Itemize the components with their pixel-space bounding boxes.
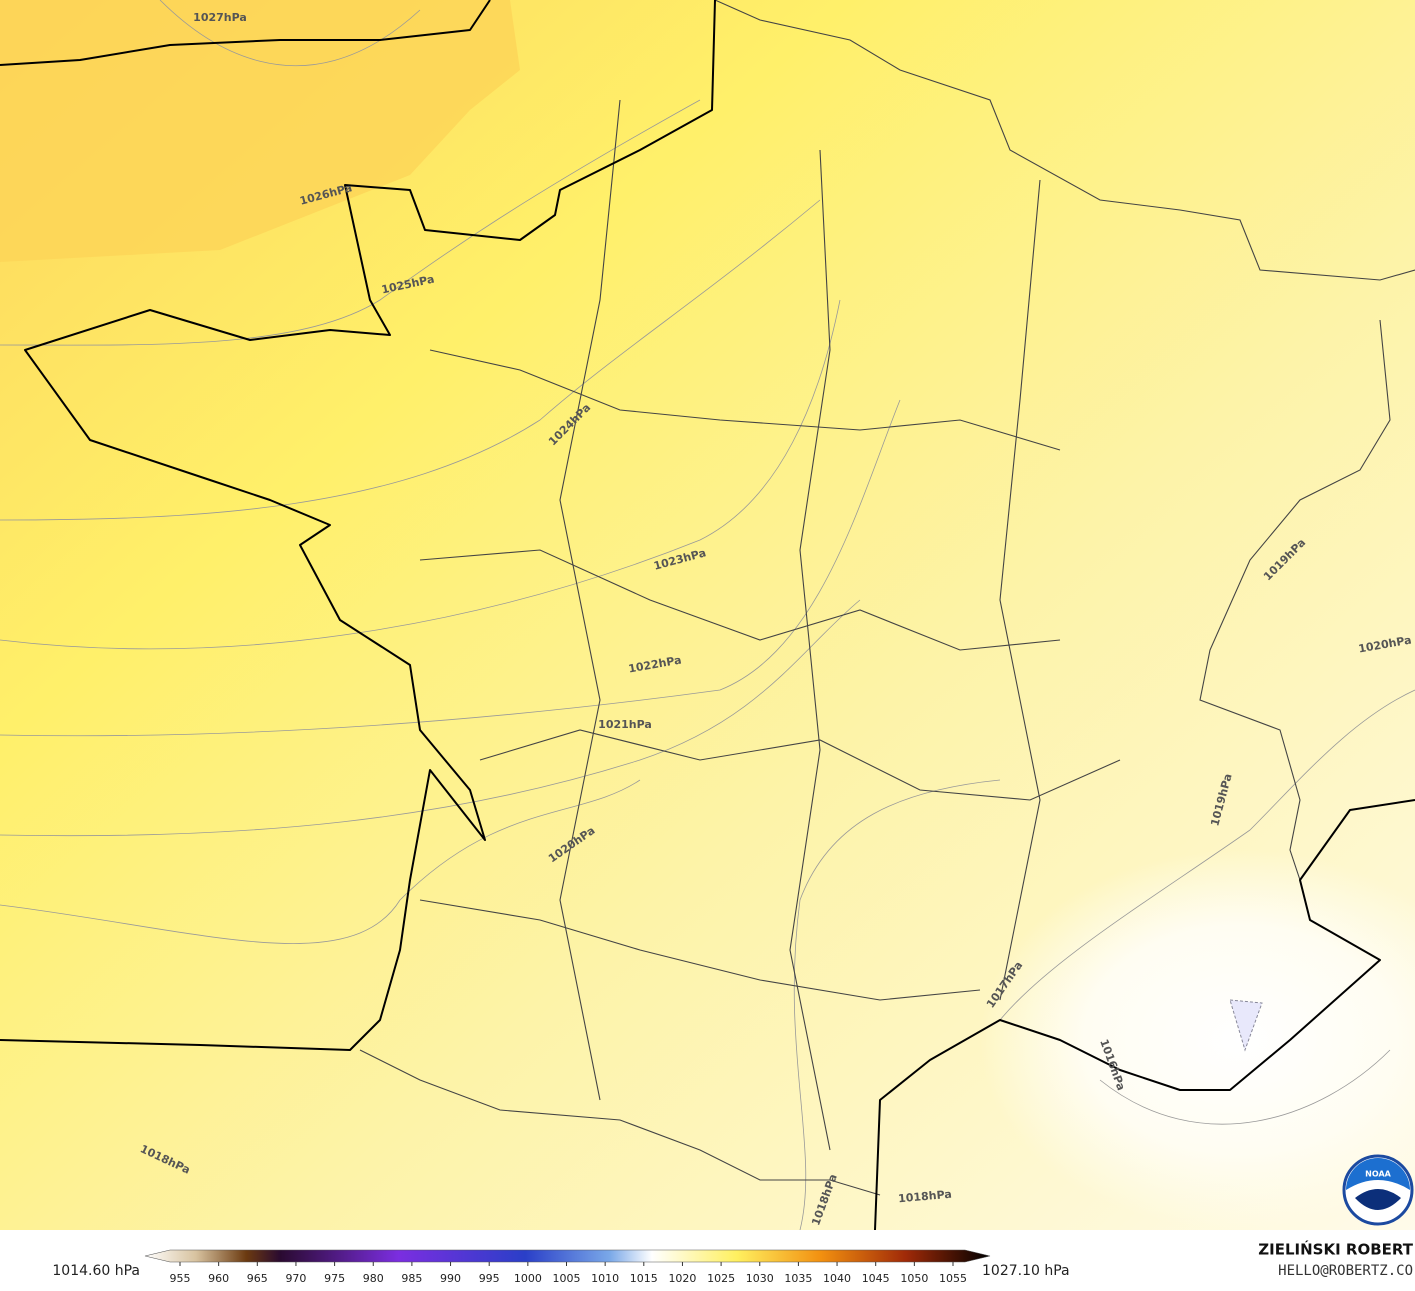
colorbar-tick-label: 990	[440, 1272, 461, 1285]
isobar-label: 1021hPa	[598, 718, 652, 731]
colorbar-tick-label: 1020	[668, 1272, 696, 1285]
colorbar-tick-label: 970	[285, 1272, 306, 1285]
colorbar-tick-label: 1035	[784, 1272, 812, 1285]
isobars	[0, 0, 1415, 1231]
colorbar-tick-label: 980	[363, 1272, 384, 1285]
colorbar-tick-label: 960	[208, 1272, 229, 1285]
author-name: ZIELIŃSKI ROBERT	[1258, 1240, 1413, 1259]
borders	[359, 0, 1415, 1196]
author-email: HELLO@ROBERTZ.CO	[1278, 1263, 1413, 1279]
colorbar-min: 1014.60 hPa	[52, 1263, 140, 1279]
colorbar-ramp	[144, 1249, 991, 1263]
colorbar-tick-label: 1005	[553, 1272, 581, 1285]
colorbar-tick-label: 1040	[823, 1272, 851, 1285]
noaa-logo: NOAA	[1342, 1154, 1414, 1226]
isobar-label: 1027hPa	[193, 11, 247, 24]
map	[0, 0, 1415, 1231]
high-pressure-area	[0, 0, 520, 262]
colorbar-tick-label: 995	[479, 1272, 500, 1285]
logo-text: NOAA	[1365, 1170, 1391, 1179]
colorbar-tick-label: 1055	[939, 1272, 967, 1285]
colorbar-ticks: 955 960 965 970 975 980 985 990 995 1000 1005 1010 1…	[170, 1262, 967, 1285]
colorbar-tick-label: 955	[170, 1272, 191, 1285]
colorbar-tick-label: 965	[247, 1272, 268, 1285]
colorbar-tick-label: 1050	[900, 1272, 928, 1285]
colorbar-tick-label: 1045	[862, 1272, 890, 1285]
colorbar-tick-label: 1015	[630, 1272, 658, 1285]
low-pressure-area	[980, 850, 1415, 1230]
colorbar-max: 1027.10 hPa	[982, 1263, 1070, 1279]
coastline	[0, 0, 1415, 1231]
colorbar-tick-label: 1000	[514, 1272, 542, 1285]
isobar-label: 1018hPa	[898, 1188, 953, 1206]
colorbar: 1014.60 hPa 1027.10 hPa 955 960 965 970 975 9…	[52, 1249, 1070, 1285]
colorbar-tick-label: 1010	[591, 1272, 619, 1285]
colorbar-tick-label: 985	[401, 1272, 422, 1285]
colorbar-tick-label: 1025	[707, 1272, 735, 1285]
colorbar-tick-label: 975	[324, 1272, 345, 1285]
colorbar-tick-label: 1030	[746, 1272, 774, 1285]
low-area	[1229, 999, 1263, 1052]
